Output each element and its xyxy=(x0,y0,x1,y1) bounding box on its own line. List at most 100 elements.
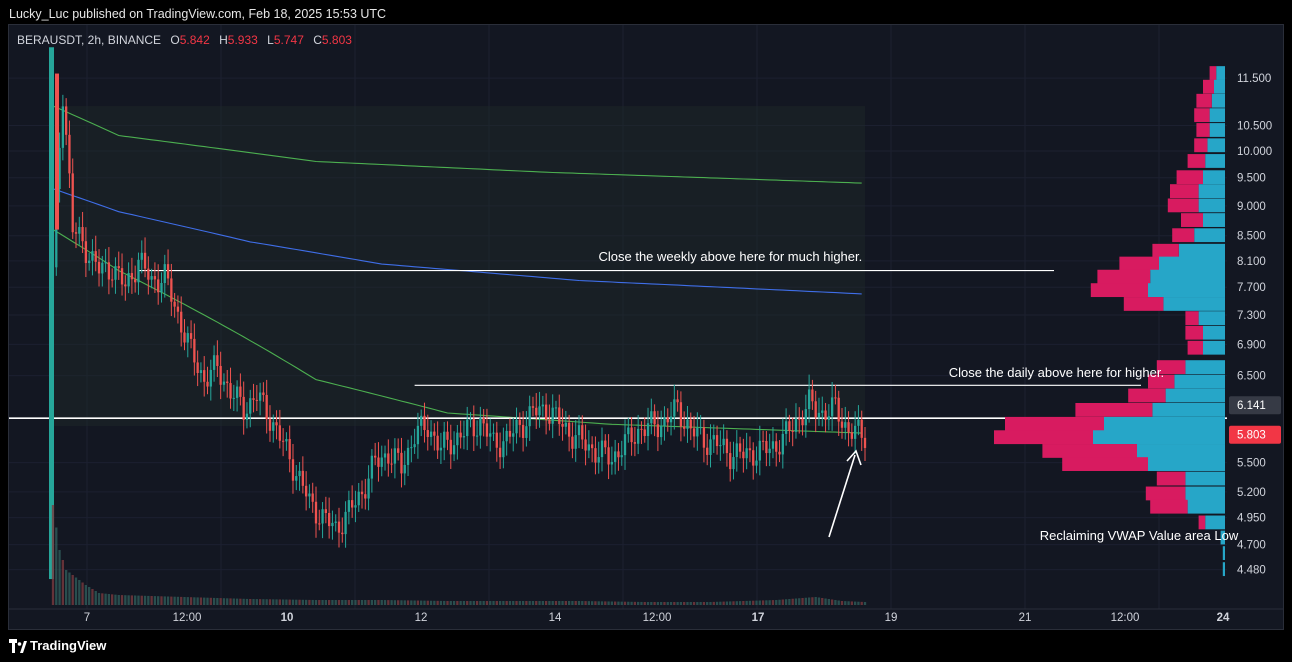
time-tick-label: 12:00 xyxy=(643,612,672,624)
candle-body xyxy=(239,386,242,397)
candle-body xyxy=(456,432,459,446)
candle-body xyxy=(627,427,630,435)
candle-body xyxy=(127,273,130,287)
candle-body xyxy=(166,264,170,279)
volume-profile-buy-bar xyxy=(1185,486,1225,501)
candle-body xyxy=(706,447,709,455)
candle-body xyxy=(577,425,581,436)
volume-bar xyxy=(163,596,166,605)
candle-body xyxy=(814,401,817,418)
volume-bar xyxy=(71,575,74,605)
volume-bar xyxy=(160,596,163,605)
candle-body xyxy=(544,404,548,420)
candle-body xyxy=(318,523,321,525)
candle-body xyxy=(620,455,623,458)
volume-bar xyxy=(416,600,420,605)
volume-bar xyxy=(840,601,844,605)
volume-bar xyxy=(761,600,765,605)
candle-body xyxy=(344,511,347,535)
volume-bar xyxy=(143,595,147,605)
candle-body xyxy=(216,355,219,366)
volume-bar xyxy=(94,591,97,605)
candle-body xyxy=(337,521,341,533)
price-tick-label: 9.500 xyxy=(1237,173,1266,185)
candle-body xyxy=(367,478,370,499)
volume-bar xyxy=(814,597,817,605)
candle-body xyxy=(203,370,206,382)
candle-body xyxy=(584,439,587,451)
price-tick-label: 5.200 xyxy=(1237,487,1266,499)
volume-bar xyxy=(719,601,722,605)
candle-body xyxy=(347,500,351,512)
candle-body xyxy=(452,445,456,455)
candle-body xyxy=(742,451,745,459)
volume-bar xyxy=(614,601,617,605)
volume-bar xyxy=(637,601,640,605)
volume-profile-sell-bar xyxy=(1185,325,1203,340)
volume-bar xyxy=(245,598,249,605)
candle-body xyxy=(623,434,627,456)
candle-body xyxy=(824,410,827,420)
price-tick-label: 7.300 xyxy=(1237,310,1266,322)
volume-bar xyxy=(778,599,781,605)
candle-body xyxy=(140,252,143,260)
candle-body xyxy=(844,422,847,428)
volume-profile-buy-bar xyxy=(1220,530,1225,545)
volume-bar xyxy=(426,600,429,605)
volume-bar xyxy=(781,599,784,605)
volume-bar xyxy=(837,600,840,605)
candle-body xyxy=(587,444,591,451)
volume-bar xyxy=(765,600,768,605)
candle-body xyxy=(558,407,561,424)
volume-profile-buy-bar xyxy=(1198,311,1225,326)
candle-body xyxy=(107,262,111,280)
candle-body xyxy=(459,432,462,438)
price-chart[interactable]: Close the weekly above here for much hig… xyxy=(9,25,1284,630)
volume-bar xyxy=(512,601,515,605)
volume-bar xyxy=(706,602,709,605)
candle-body xyxy=(551,407,554,424)
volume-profile-buy-bar xyxy=(1163,297,1225,311)
volume-profile-sell-bar xyxy=(1196,123,1210,137)
open-value: 5.842 xyxy=(179,33,210,47)
volume-bar xyxy=(620,601,623,605)
candle-body xyxy=(771,441,775,449)
candle-body xyxy=(669,416,673,423)
candle-body xyxy=(505,430,508,442)
brand-name: TradingView xyxy=(30,638,107,653)
candle-body xyxy=(193,338,196,363)
volume-bar xyxy=(492,601,495,605)
volume-bar xyxy=(443,600,446,605)
volume-bar xyxy=(794,598,798,605)
candle-body xyxy=(212,355,216,370)
volume-bar xyxy=(475,601,479,605)
volume-profile-buy-bar xyxy=(1152,403,1225,417)
volume-bar xyxy=(604,601,607,605)
candle-body xyxy=(863,437,867,448)
price-tick-label: 6.900 xyxy=(1237,339,1266,351)
volume-bar xyxy=(505,601,508,605)
candle-body xyxy=(413,444,416,448)
volume-profile-sell-bar xyxy=(1156,471,1186,486)
candle-body xyxy=(729,453,732,470)
time-tick-label: 24 xyxy=(1217,612,1230,624)
volume-bar xyxy=(847,601,850,605)
volume-bar xyxy=(538,601,541,605)
candle-body xyxy=(765,440,768,454)
candle-body xyxy=(791,430,794,432)
volume-bar xyxy=(327,600,331,605)
volume-bar xyxy=(183,597,186,605)
candle-body xyxy=(860,419,863,438)
volume-bar xyxy=(406,600,410,605)
chart-panel[interactable]: Close the weekly above here for much hig… xyxy=(8,24,1284,630)
volume-bar xyxy=(150,596,153,605)
candle-body xyxy=(850,432,854,439)
candle-body xyxy=(272,422,275,431)
price-tick-label: 8.100 xyxy=(1237,256,1266,268)
volume-profile-sell-bar xyxy=(1119,256,1159,271)
time-tick-label: 12:00 xyxy=(173,612,202,624)
price-label-text: 5.803 xyxy=(1237,430,1266,442)
vwap-upper-line xyxy=(52,105,862,184)
candle-body xyxy=(758,440,761,461)
candle-body xyxy=(111,279,114,281)
